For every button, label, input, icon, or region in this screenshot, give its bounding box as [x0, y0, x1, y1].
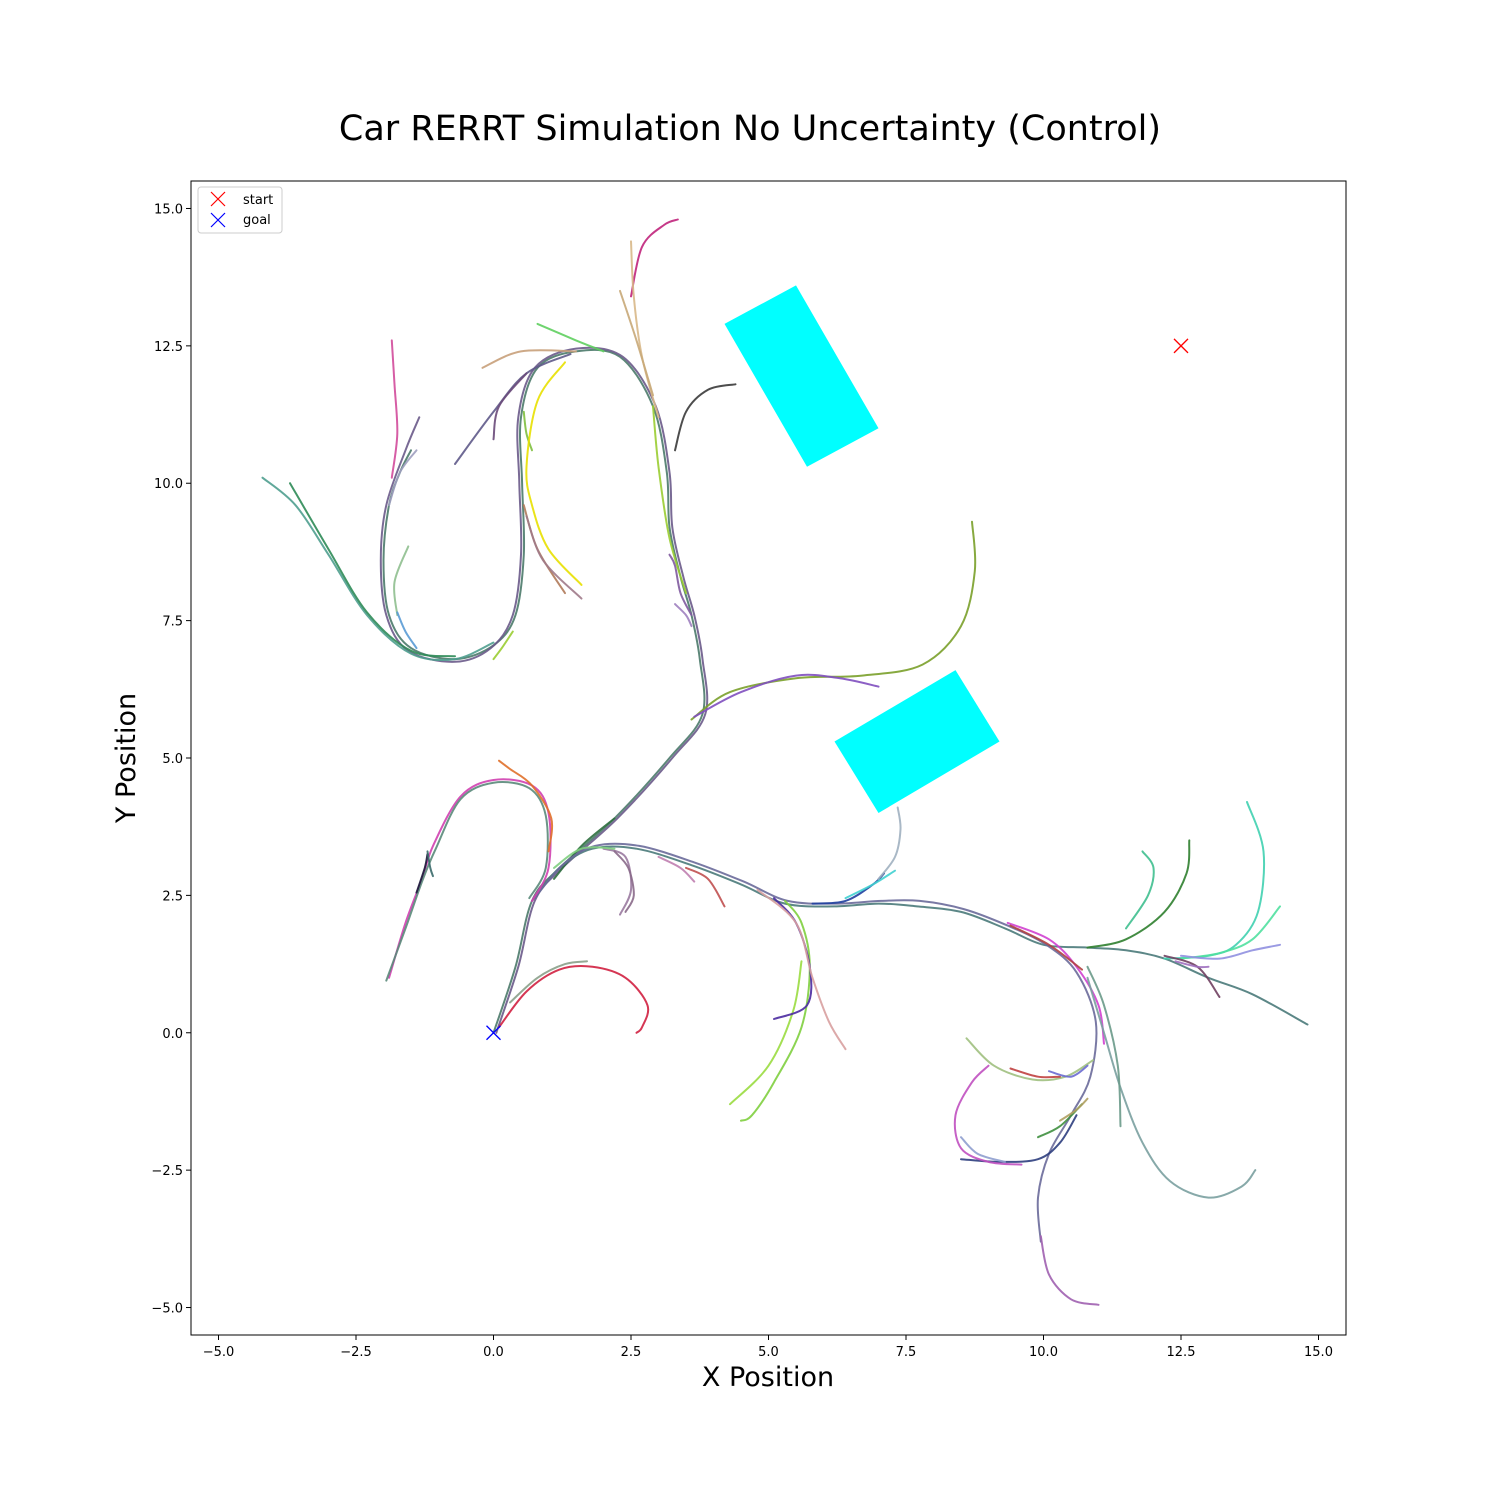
- trajectory-path: [388, 449, 418, 507]
- trajectory-path: [1180, 943, 1281, 960]
- obstacle-1: [724, 285, 879, 467]
- y-tick-label: 15.0: [154, 202, 183, 217]
- trajectory-path: [1006, 921, 1105, 1045]
- legend: start goal: [197, 186, 283, 234]
- y-tick-label: 10.0: [154, 477, 183, 492]
- trajectory-path: [553, 846, 616, 869]
- trajectory-path: [509, 960, 588, 1004]
- trajectory-path: [522, 410, 533, 452]
- trajectory-path: [379, 346, 709, 1034]
- trajectory-path: [690, 520, 977, 721]
- trajectory-path: [1009, 1067, 1061, 1079]
- trajectory-path: [756, 888, 847, 1051]
- trajectory-path: [525, 361, 583, 586]
- legend-item-goal: goal: [210, 212, 271, 228]
- trajectory-path: [498, 964, 650, 1034]
- trajectory-path: [1086, 839, 1191, 949]
- x-tick-label: 10.0: [1029, 1345, 1058, 1360]
- x-tick-label: 15.0: [1304, 1345, 1333, 1360]
- trajectory-path: [668, 553, 693, 617]
- trajectory-path: [393, 545, 410, 617]
- trajectory-path: [674, 603, 693, 628]
- trajectory-path: [657, 855, 696, 883]
- x-tick-label: 0.0: [483, 1345, 504, 1360]
- trajectory-path: [525, 515, 583, 600]
- x-tick-label: 7.5: [896, 1345, 917, 1360]
- x-tick-label: −5.0: [203, 1345, 235, 1360]
- legend-start-marker-icon: [210, 191, 226, 207]
- legend-item-start: start: [210, 191, 273, 208]
- x-tick-label: −2.5: [340, 1345, 372, 1360]
- x-tick-label: 2.5: [621, 1345, 642, 1360]
- y-tick-label: −5.0: [151, 1302, 183, 1317]
- trajectory-path: [1048, 1064, 1089, 1078]
- trajectory-path: [261, 476, 495, 662]
- trajectory-path: [1086, 976, 1257, 1199]
- trajectory-path: [385, 781, 549, 982]
- x-tick-label: 5.0: [758, 1345, 779, 1360]
- chart-title: Car RERRT Simulation No Uncertainty (Con…: [339, 109, 1161, 149]
- trajectory-path: [536, 322, 605, 353]
- trajectory-path: [619, 289, 654, 397]
- trajectory-path: [613, 850, 635, 913]
- obstacles: [724, 285, 1000, 813]
- trajectory-path: [953, 1064, 1023, 1166]
- trajectory-path: [965, 1037, 1094, 1082]
- trajectory-path: [382, 348, 706, 1034]
- goal-marker: [486, 1025, 501, 1041]
- trajectory-path: [630, 218, 679, 298]
- start-marker: [1173, 338, 1189, 354]
- legend-start-label: start: [243, 193, 273, 208]
- trajectory-path: [481, 349, 577, 369]
- y-tick-label: 7.5: [162, 615, 183, 630]
- trajectory-path: [740, 899, 811, 1122]
- trajectory-path: [652, 405, 687, 595]
- trajectory-path: [289, 482, 456, 658]
- trajectory-path: [492, 630, 514, 661]
- trajectory-path: [685, 866, 726, 908]
- trajectory-path: [877, 806, 902, 880]
- trajectory-path: [426, 850, 434, 878]
- legend-goal-marker-icon: [210, 212, 226, 228]
- y-tick-label: 0.0: [162, 1027, 183, 1042]
- trajectory-path: [960, 1136, 1006, 1163]
- trajectory-path: [396, 611, 418, 650]
- trajectory-path: [492, 372, 528, 441]
- y-axis-title: Y Position: [111, 693, 142, 824]
- trajectory-path: [553, 817, 616, 880]
- y-axis-ticks: −5.0 −2.5 0.0 2.5 5.0 7.5 10.0 12.5 15.0: [151, 202, 191, 1317]
- trajectory-path: [1009, 924, 1083, 971]
- trajectory-path: [390, 339, 399, 479]
- markers: [486, 338, 1189, 1041]
- y-tick-label: 5.0: [162, 752, 183, 767]
- obstacle-2: [834, 670, 1000, 813]
- x-axis-ticks: −5.0 −2.5 0.0 2.5 5.0 7.5 10.0 12.5 15.0: [203, 1335, 1333, 1360]
- trajectory-path: [729, 960, 803, 1106]
- trajectory-path: [1125, 850, 1155, 930]
- trajectory-path: [1039, 1235, 1100, 1306]
- trajectory-path: [1086, 965, 1122, 1128]
- trajectory-path: [1059, 1097, 1089, 1122]
- x-tick-label: 12.5: [1167, 1345, 1196, 1360]
- x-axis-title: X Position: [702, 1362, 834, 1393]
- trajectory-path: [498, 759, 554, 853]
- trajectory-paths: [261, 218, 1309, 1306]
- trajectory-path: [415, 853, 429, 894]
- trajectory-path: [674, 383, 737, 452]
- legend-goal-label: goal: [243, 213, 271, 228]
- y-tick-label: −2.5: [151, 1164, 183, 1179]
- y-tick-label: 2.5: [162, 889, 183, 904]
- y-tick-label: 12.5: [154, 340, 183, 355]
- trajectory-path: [844, 869, 896, 900]
- trajectory-path: [693, 673, 880, 718]
- trajectory-path: [1174, 960, 1210, 969]
